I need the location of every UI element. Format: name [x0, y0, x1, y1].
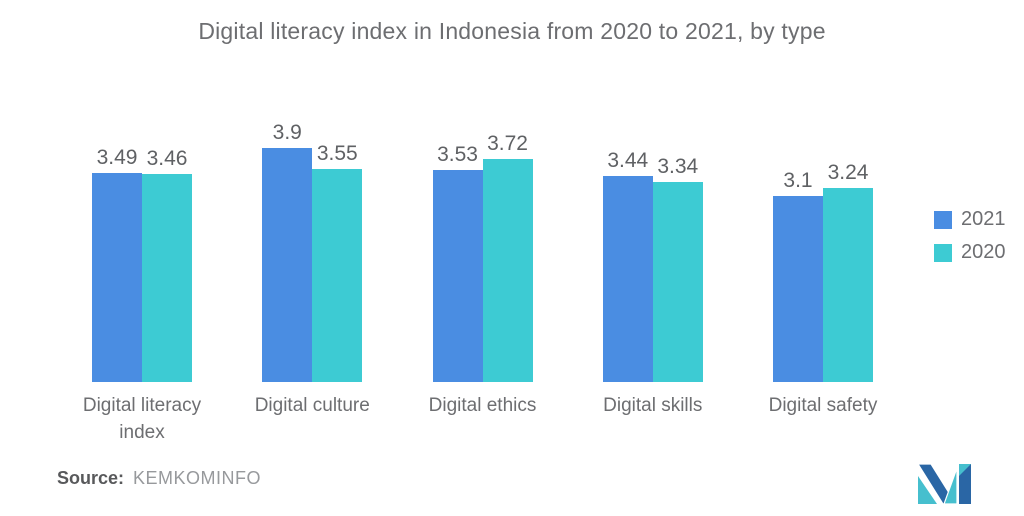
bar-column: 3.34 — [652, 154, 703, 382]
category-label: Digital skills — [603, 395, 703, 416]
bar-group: 3.9 3.55 Digital culture — [255, 121, 370, 416]
bar-column: 3.72 — [482, 131, 533, 382]
bar-column: 3.53 — [432, 143, 483, 382]
bar-2021 — [262, 148, 313, 382]
source-value: KEMKOMINFO — [133, 468, 262, 488]
bar-value-label: 3.34 — [657, 154, 699, 178]
bar-value-label: 3.44 — [607, 148, 649, 172]
legend: 2021 2020 — [934, 208, 1006, 264]
bar-value-label: 3.55 — [316, 142, 358, 165]
bar-value-label: 3.46 — [146, 147, 188, 171]
bar-group: 3.53 3.72 Digital ethics — [429, 131, 537, 416]
source-label: Source: — [57, 468, 125, 488]
legend-label: 2021 — [961, 208, 1006, 230]
bar-column: 3.24 — [823, 161, 873, 382]
bar-value-label: 3.9 — [272, 121, 302, 144]
category-label: Digital safety — [768, 395, 878, 416]
bar-2020 — [142, 174, 192, 382]
bar-2021 — [773, 196, 823, 382]
bar-column: 3.44 — [602, 148, 653, 382]
category-label: Digital culture — [254, 395, 370, 416]
bar-column: 3.9 — [262, 121, 313, 382]
bar-group: 3.44 3.34 Digital skills — [602, 148, 703, 416]
bar-2020 — [652, 181, 703, 382]
bar-value-label: 3.1 — [783, 169, 813, 192]
source-line: Source: KEMKOMINFO — [57, 468, 261, 489]
bar-value-label: 3.49 — [96, 145, 138, 169]
legend-swatch — [934, 243, 952, 262]
bar-column: 3.46 — [142, 147, 192, 382]
category-label: Digital literacy index — [82, 395, 202, 443]
bar-group: 3.1 3.24 Digital safety — [769, 161, 878, 416]
bar-2020 — [482, 158, 533, 382]
bar-value-label: 3.53 — [437, 143, 478, 167]
legend-swatch — [934, 210, 952, 229]
mordor-intelligence-logo — [916, 463, 971, 505]
legend-item-2020: 2020 — [934, 241, 1006, 264]
bar-group: 3.49 3.46 Digital literacy index — [83, 146, 201, 443]
bar-2021 — [602, 175, 653, 382]
bar-value-label: 3.24 — [827, 160, 869, 184]
bar-2021 — [432, 170, 483, 382]
bar-column: 3.1 — [773, 169, 823, 382]
bar-plot: 3.49 3.46 Digital literacy index 3.9 3.55 Dig… — [83, 100, 878, 443]
category-label: Digital ethics — [428, 395, 537, 416]
bar-2021 — [92, 172, 142, 382]
bar-2020 — [823, 187, 873, 382]
bar-column: 3.49 — [92, 146, 142, 382]
chart-title: Digital literacy index in Indonesia from… — [198, 18, 826, 44]
bar-column: 3.55 — [312, 142, 363, 382]
bar-2020 — [312, 169, 363, 382]
legend-label: 2020 — [961, 241, 1006, 263]
legend-item-2021: 2021 — [934, 208, 1006, 231]
bar-value-label: 3.72 — [487, 131, 528, 155]
